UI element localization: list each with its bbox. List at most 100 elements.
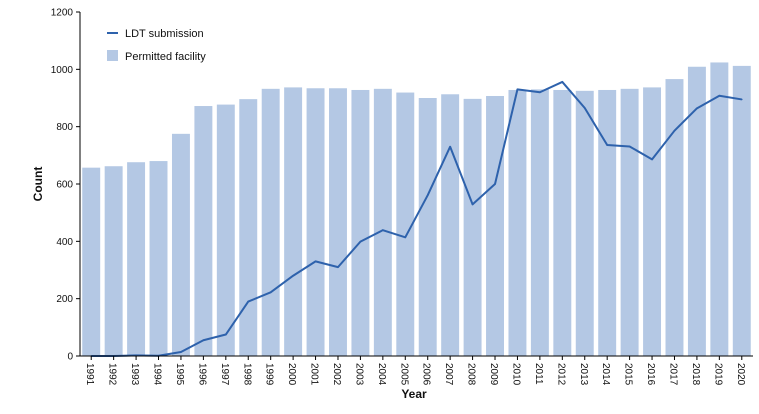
x-tick-label: 2004 xyxy=(376,363,387,386)
line-point-2020 xyxy=(740,98,743,101)
x-tick-label: 2016 xyxy=(645,363,656,386)
bar-2013 xyxy=(575,90,594,356)
ldt-submission-line xyxy=(91,80,742,357)
x-axis-title: Year xyxy=(401,387,427,401)
bar-2019 xyxy=(710,62,729,356)
y-tick-label: 400 xyxy=(56,237,73,248)
bar-1991 xyxy=(82,167,101,356)
line-point-1999 xyxy=(269,291,272,294)
line-point-1995 xyxy=(180,351,182,353)
line-point-2012 xyxy=(561,81,564,83)
line-point-2006 xyxy=(426,194,429,196)
ticks: 0 200 400 600 800 1000 1200 1991 1992 1993 1994 199… xyxy=(51,8,746,386)
bar-2020 xyxy=(732,65,751,356)
line-point-2005 xyxy=(404,236,407,239)
y-tick-label: 0 xyxy=(67,352,73,363)
x-tick-label: 2010 xyxy=(510,363,521,386)
bar-2011 xyxy=(530,89,549,357)
x-tick-label: 1994 xyxy=(152,363,163,386)
bar-1992 xyxy=(104,166,123,356)
bar-series xyxy=(82,62,751,357)
y-tick-label: 800 xyxy=(56,122,73,133)
bar-2012 xyxy=(553,89,572,357)
bar-1997 xyxy=(216,104,235,357)
y-tick-label: 1000 xyxy=(51,65,74,76)
y-tick-label: 600 xyxy=(56,180,73,191)
bar-2016 xyxy=(643,87,662,356)
x-tick-label: 1991 xyxy=(84,363,95,386)
bar-2017 xyxy=(665,79,684,356)
x-tick-label: 2007 xyxy=(443,363,454,386)
line-point-2002 xyxy=(337,266,339,268)
x-tick-label: 2001 xyxy=(309,363,320,386)
line-point-2013 xyxy=(583,107,586,109)
x-tick-label: 2002 xyxy=(331,363,342,386)
x-tick-label: 2020 xyxy=(735,363,746,386)
y-axis-title: Count xyxy=(31,167,45,202)
bar-1999 xyxy=(261,88,280,357)
x-tick-label: 1997 xyxy=(219,363,230,386)
x-tick-label: 2014 xyxy=(600,363,611,386)
line-point-2011 xyxy=(539,91,541,94)
x-tick-label: 2017 xyxy=(667,363,678,386)
line-point-2014 xyxy=(606,144,608,146)
legend-label-permitted-facility: Permitted facility xyxy=(125,51,206,63)
line-point-2003 xyxy=(359,240,362,243)
line-point-1998 xyxy=(247,300,250,303)
line-point-2007 xyxy=(449,145,451,148)
legend: LDT submission Permitted facility xyxy=(107,28,206,63)
bar-2001 xyxy=(306,88,325,357)
x-tick-label: 2015 xyxy=(623,363,634,386)
bar-1994 xyxy=(149,161,168,356)
x-tick-label: 1996 xyxy=(196,363,207,386)
bar-2008 xyxy=(463,98,482,357)
line-point-2017 xyxy=(673,129,676,132)
x-tick-label: 2005 xyxy=(398,363,409,386)
bar-2003 xyxy=(351,89,370,357)
line-point-2018 xyxy=(696,107,698,110)
y-tick-label: 200 xyxy=(56,294,73,305)
bar-1995 xyxy=(171,133,190,356)
line-point-2010 xyxy=(516,88,519,91)
x-tick-label: 2019 xyxy=(712,363,723,386)
line-point-2001 xyxy=(314,260,317,263)
line-point-2009 xyxy=(494,183,496,185)
x-tick-label: 2012 xyxy=(555,363,566,386)
line-point-2004 xyxy=(382,229,384,231)
x-tick-label: 1993 xyxy=(129,363,140,386)
line-point-2015 xyxy=(628,145,631,148)
bar-2018 xyxy=(687,66,706,357)
line-point-2008 xyxy=(471,203,474,206)
x-tick-label: 2018 xyxy=(690,363,701,386)
legend-bar-swatch xyxy=(107,50,118,61)
x-tick-label: 1998 xyxy=(241,363,252,386)
bar-2014 xyxy=(598,89,617,357)
bar-2002 xyxy=(329,88,347,357)
x-tick-label: 2003 xyxy=(353,363,364,386)
bar-2004 xyxy=(373,88,392,357)
legend-label-ldt-submission: LDT submission xyxy=(125,28,204,40)
bar-2007 xyxy=(441,94,460,357)
x-tick-label: 1999 xyxy=(264,363,275,386)
x-tick-label: 2011 xyxy=(533,363,544,385)
x-tick-label: 2000 xyxy=(286,363,297,386)
line-point-2000 xyxy=(292,274,294,277)
bar-1996 xyxy=(194,106,213,356)
x-tick-label: 2006 xyxy=(421,363,432,386)
bar-2009 xyxy=(486,95,504,356)
bar-2005 xyxy=(396,92,415,356)
bar-1993 xyxy=(127,162,146,356)
y-tick-label: 1200 xyxy=(51,8,74,19)
bar-1998 xyxy=(239,99,258,356)
x-tick-label: 2008 xyxy=(466,363,477,386)
line-point-1996 xyxy=(202,339,205,342)
bar-2015 xyxy=(620,88,639,357)
x-tick-label: 2009 xyxy=(488,363,499,386)
line-point-2019 xyxy=(718,94,721,97)
line-point-2016 xyxy=(651,158,653,161)
bar-2006 xyxy=(418,98,437,356)
x-tick-label: 1992 xyxy=(107,363,118,386)
bar-2010 xyxy=(508,89,527,357)
line-point-1997 xyxy=(225,333,227,336)
